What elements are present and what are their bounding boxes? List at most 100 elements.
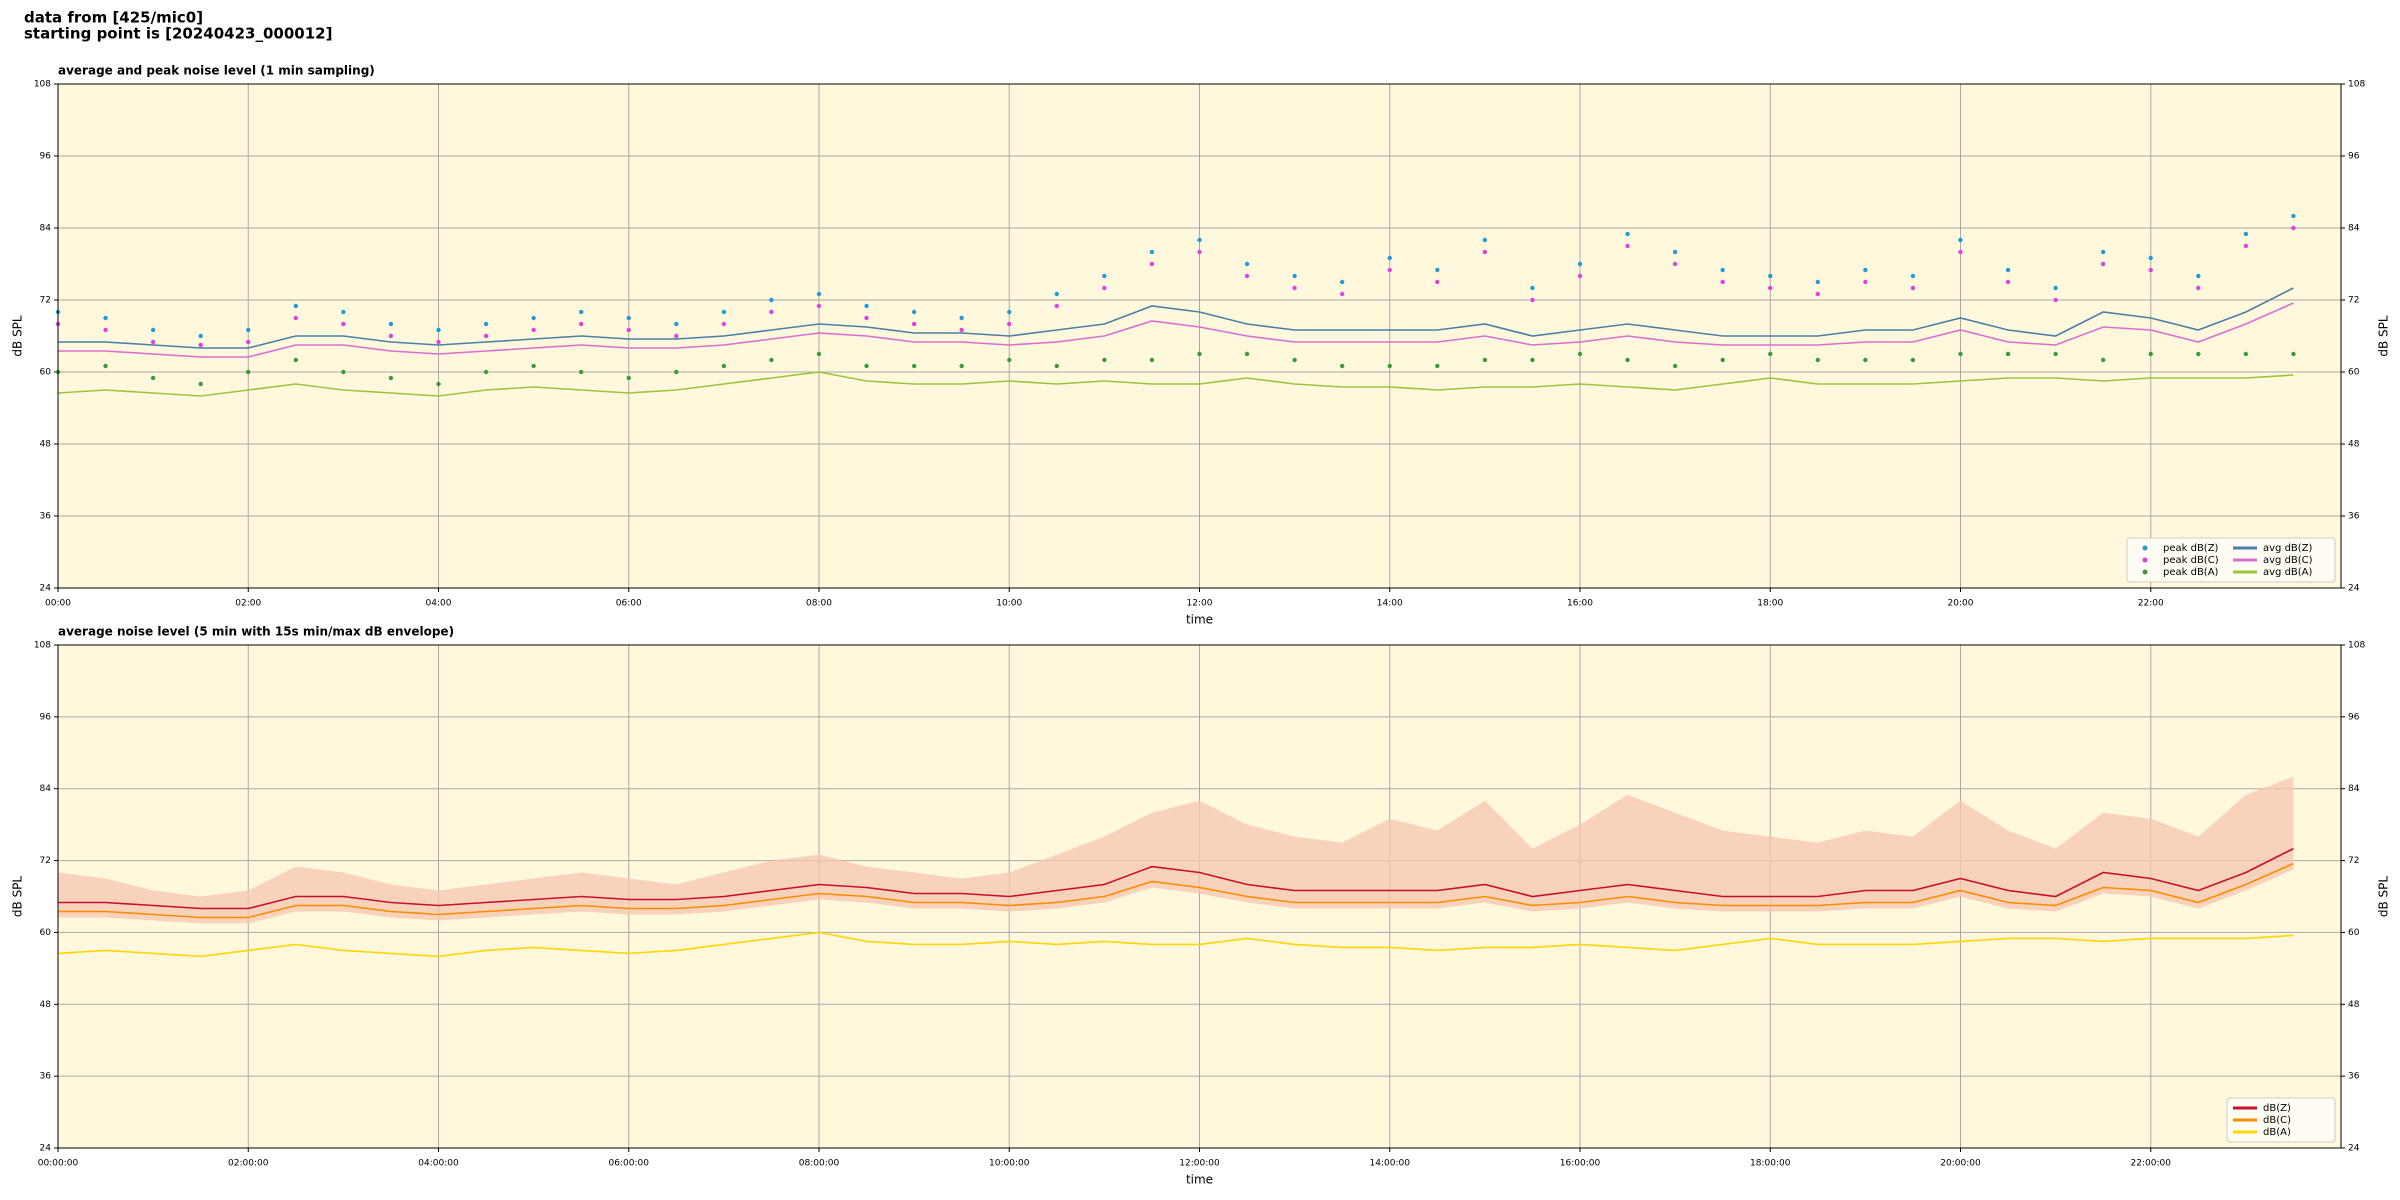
peak-point: [816, 351, 822, 357]
peak-point: [2243, 351, 2249, 357]
peak-point: [2100, 249, 2106, 255]
y2-tick-label: 48: [2348, 440, 2360, 450]
x-tick-label: 22:00: [2138, 599, 2164, 609]
legend-label: avg dB(Z): [2263, 543, 2313, 554]
peak-point: [2148, 255, 2153, 261]
legend-label: dB(Z): [2263, 1103, 2291, 1114]
peak-point: [1815, 291, 1821, 297]
legend-label: peak dB(A): [2163, 567, 2219, 578]
peak-point: [1244, 351, 1250, 357]
peak-point: [1387, 255, 1392, 261]
header-line: data from [425/mic0]: [24, 9, 203, 27]
x-tick-label: 16:00: [1567, 599, 1593, 609]
legend-label: peak dB(C): [2163, 555, 2219, 566]
peak-point: [1435, 267, 1440, 273]
peak-point: [816, 303, 822, 309]
y-tick-label: 72: [40, 296, 51, 306]
peak-point: [2005, 267, 2011, 273]
legend-label: dB(C): [2263, 1115, 2291, 1126]
x-axis-label: time: [1186, 613, 1213, 627]
header-line: starting point is [20240423_000012]: [24, 25, 332, 43]
peak-point: [1054, 291, 1060, 297]
y-tick-label: 60: [40, 928, 52, 938]
peak-point: [721, 363, 727, 369]
peak-point: [1482, 237, 1488, 243]
series-line: [57, 371, 2294, 397]
peak-point: [2291, 351, 2296, 357]
peak-point: [1007, 357, 1012, 363]
y-tick-label: 60: [40, 368, 52, 378]
peak-point: [1102, 273, 1107, 279]
peak-point: [1339, 279, 1345, 285]
y-tick-label: 48: [40, 440, 52, 450]
peak-point: [150, 339, 156, 345]
peak-point: [1149, 357, 1155, 363]
peak-point: [1007, 309, 1012, 315]
y2-tick-label: 72: [2348, 296, 2359, 306]
peak-point: [1625, 243, 1630, 249]
peak-point: [1339, 363, 1345, 369]
peak-point: [1197, 237, 1202, 243]
legend-label: peak dB(Z): [2163, 543, 2219, 554]
peak-point: [911, 309, 917, 315]
peak-point: [1197, 249, 1202, 255]
peak-point: [626, 327, 631, 333]
plot-frame: [57, 644, 2342, 1149]
series-line: [58, 847, 2294, 910]
peak-point: [293, 315, 299, 321]
peak-point: [531, 315, 536, 321]
peak-point: [1863, 279, 1868, 285]
peak-point: [959, 327, 964, 333]
x-tick-label: 14:00: [1377, 599, 1403, 609]
x-tick-label: 08:00:00: [799, 1159, 840, 1169]
y-tick-label: 84: [40, 784, 52, 794]
peak-point: [2196, 285, 2201, 291]
peak-point: [2196, 273, 2201, 279]
peak-point: [1530, 357, 1535, 363]
peak-point: [2291, 213, 2296, 219]
series-line: [58, 862, 2294, 919]
y2-tick-label: 60: [2348, 368, 2360, 378]
peak-point: [1149, 249, 1155, 255]
peak-point: [1387, 363, 1392, 369]
x-tick-label: 04:00: [426, 599, 452, 609]
peak-point: [1054, 303, 1060, 309]
peak-point: [959, 363, 964, 369]
legend-box: [2126, 537, 2336, 583]
x-tick-label: 02:00:00: [228, 1159, 269, 1169]
peak-point: [436, 339, 441, 345]
x-tick-label: 04:00:00: [418, 1159, 459, 1169]
peak-point: [578, 309, 584, 315]
y2-tick-label: 108: [2348, 80, 2365, 90]
envelope: [58, 776, 2294, 924]
peak-point: [1577, 273, 1583, 279]
peak-point: [388, 333, 394, 339]
peak-point: [103, 315, 108, 321]
peak-point: [1530, 285, 1535, 291]
peak-point: [911, 363, 917, 369]
peak-point: [150, 327, 156, 333]
y2-tick-label: 96: [2348, 152, 2360, 162]
peak-point: [1007, 321, 1012, 327]
x-tick-label: 16:00:00: [1560, 1159, 1601, 1169]
peak-point: [1102, 357, 1107, 363]
peak-point: [2243, 231, 2249, 237]
peak-point: [1815, 279, 1821, 285]
peak-point: [1768, 273, 1773, 279]
chart-title: average noise level (5 min with 15s min/…: [58, 625, 454, 639]
legend-marker: [2142, 557, 2148, 563]
y-tick-label: 24: [40, 1144, 52, 1154]
x-tick-label: 18:00:00: [1750, 1159, 1791, 1169]
peak-point: [531, 327, 536, 333]
peak-point: [1625, 231, 1630, 237]
peak-point: [674, 321, 679, 327]
peak-point: [1625, 357, 1630, 363]
peak-point: [674, 333, 679, 339]
y2-axis-label: dB SPL: [2377, 315, 2391, 357]
peak-point: [769, 309, 774, 315]
peak-point: [721, 309, 727, 315]
peak-point: [1958, 351, 1963, 357]
peak-point: [959, 315, 964, 321]
y2-tick-label: 72: [2348, 856, 2359, 866]
legend-label: avg dB(A): [2263, 567, 2313, 578]
